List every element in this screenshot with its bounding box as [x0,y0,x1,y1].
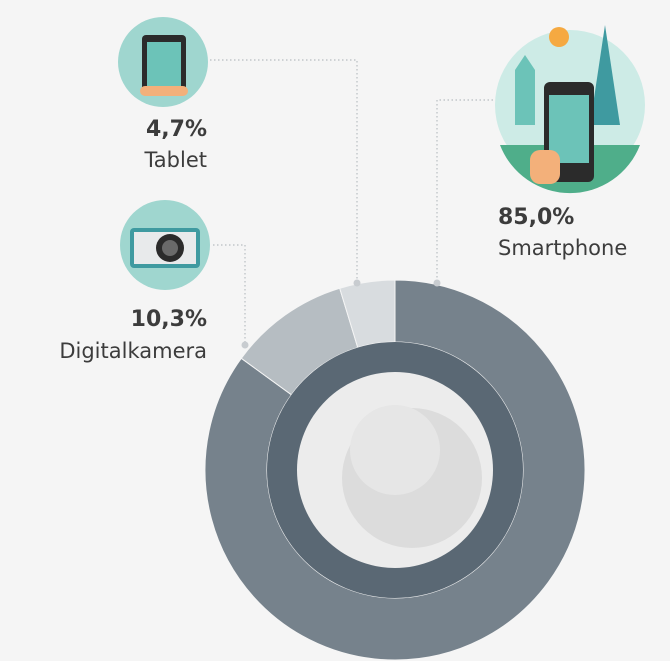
camera-icon [120,200,210,290]
leader-dot [353,279,361,287]
tablet-icon [118,17,208,107]
leader-line [436,99,493,283]
lens-highlight [350,405,440,495]
value-label: 85,0% [498,205,574,230]
smartphone-icon [495,25,645,194]
donut [204,279,586,661]
leader-line [213,244,246,345]
category-label: Digitalkamera [59,339,207,363]
value-label: 4,7% [146,117,207,142]
category-label: Smartphone [498,236,627,260]
category-label: Tablet [143,148,207,172]
leader-dot [433,279,441,287]
value-label: 10,3% [131,307,207,332]
leader-line [210,59,358,283]
leader-dot [241,341,249,349]
